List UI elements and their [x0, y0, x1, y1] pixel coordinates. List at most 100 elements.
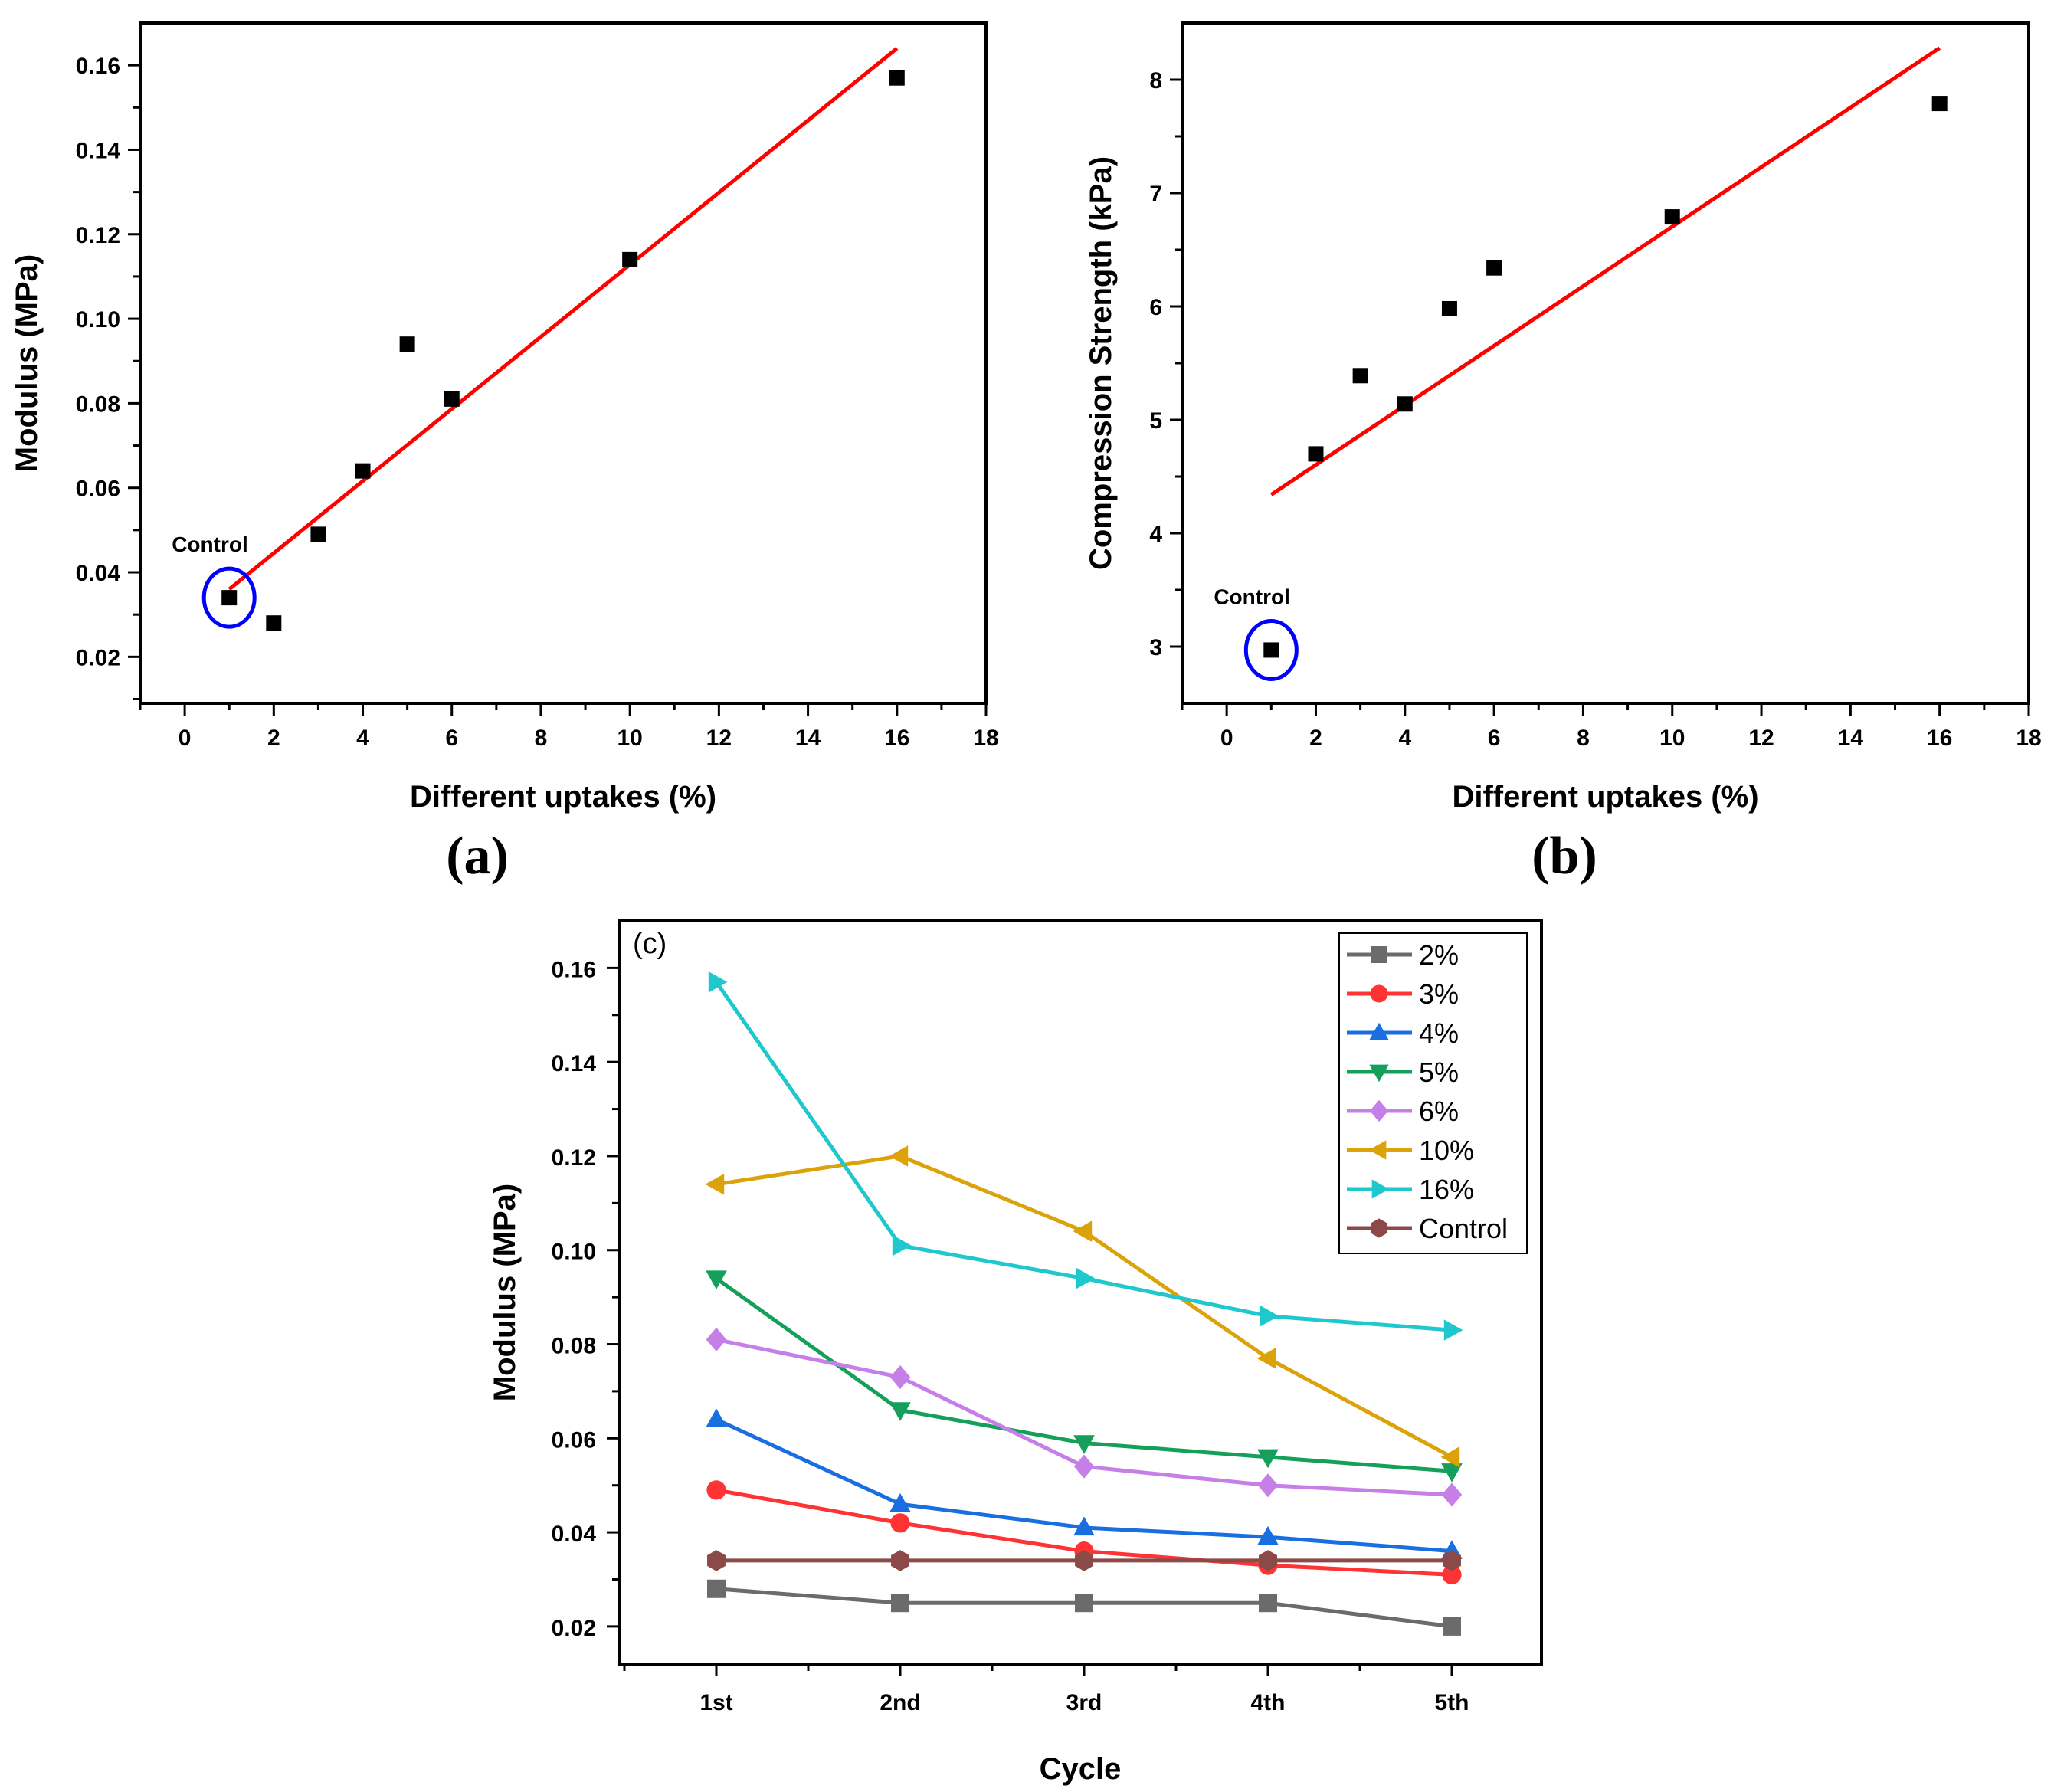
- data-marker: [889, 1402, 911, 1421]
- x-axis-title: Cycle: [1040, 1752, 1122, 1786]
- data-marker: [1073, 1516, 1095, 1536]
- data-point: [355, 463, 371, 479]
- data-marker: [1257, 1525, 1279, 1545]
- data-marker: [706, 1327, 727, 1351]
- x-tick-label: 5th: [1435, 1690, 1469, 1715]
- linear-fit-line: [1269, 46, 1941, 496]
- x-tick-label: 3rd: [1066, 1690, 1102, 1715]
- y-tick-label: 7: [1149, 182, 1162, 207]
- data-point: [1397, 396, 1413, 412]
- x-tick-label: 18: [973, 726, 998, 751]
- data-marker: [889, 1364, 911, 1390]
- y-tick-label: 0.08: [76, 391, 120, 417]
- y-tick-label: 0.12: [76, 223, 120, 248]
- plot-frame: [1181, 21, 2030, 705]
- data-marker: [708, 971, 728, 993]
- y-tick-label: 4: [1149, 522, 1162, 547]
- data-marker: [1076, 1267, 1096, 1289]
- data-point: [622, 251, 638, 267]
- data-marker: [1442, 1564, 1462, 1584]
- data-point: [1931, 96, 1948, 112]
- legend-marker: [1371, 1179, 1390, 1199]
- control-highlight-circle: [1243, 618, 1299, 681]
- data-marker: [891, 1550, 909, 1571]
- y-tick-label: 0.02: [76, 645, 120, 670]
- data-marker: [1256, 1348, 1276, 1369]
- data-marker: [1443, 1617, 1461, 1636]
- data-marker: [890, 1513, 910, 1533]
- data-marker: [1441, 1482, 1463, 1507]
- data-point: [266, 615, 282, 631]
- legend-marker: [1371, 1218, 1387, 1238]
- y-tick-label: 0.12: [552, 1145, 596, 1171]
- data-point: [1664, 209, 1680, 225]
- control-annotation-label: Control: [172, 532, 248, 556]
- data-point: [310, 526, 326, 542]
- y-tick-label: 0.16: [552, 957, 596, 982]
- data-marker: [707, 1550, 726, 1571]
- x-tick-label: 2: [1309, 726, 1322, 751]
- x-tick-label: 12: [706, 726, 732, 751]
- legend-label: 5%: [1419, 1057, 1459, 1088]
- data-marker: [705, 1173, 725, 1195]
- data-point: [221, 590, 238, 606]
- x-tick-label: 10: [617, 726, 642, 751]
- data-marker: [889, 1492, 911, 1512]
- x-tick-label: 10: [1659, 726, 1685, 751]
- panel-tag: (c): [633, 928, 667, 960]
- x-tick-label: 2nd: [880, 1690, 920, 1715]
- y-tick-label: 5: [1149, 408, 1162, 434]
- data-marker: [1073, 1454, 1095, 1479]
- data-point: [1308, 446, 1324, 462]
- legend-marker: [1369, 1022, 1389, 1040]
- data-marker: [1073, 1435, 1095, 1454]
- y-tick-label: 0.08: [552, 1334, 596, 1359]
- x-tick-label: 16: [1927, 726, 1952, 751]
- y-axis-title: Modulus (MPa): [10, 254, 44, 472]
- legend-label: 16%: [1419, 1174, 1474, 1205]
- x-tick-label: 16: [884, 726, 909, 751]
- plot-frame: [618, 919, 1543, 1666]
- y-axis-title: Modulus (MPa): [488, 1184, 522, 1401]
- data-marker: [1075, 1550, 1093, 1571]
- y-tick-label: 6: [1149, 295, 1162, 320]
- legend-marker: [1369, 1099, 1389, 1122]
- plot-frame: [139, 21, 988, 705]
- x-tick-label: 14: [795, 726, 821, 751]
- legend-label: 2%: [1419, 939, 1459, 971]
- x-tick-label: 8: [535, 726, 548, 751]
- data-point: [444, 391, 460, 407]
- y-tick-label: 0.02: [552, 1616, 596, 1641]
- data-marker: [1073, 1220, 1093, 1242]
- y-tick-label: 3: [1149, 635, 1162, 660]
- y-tick-label: 0.10: [76, 307, 120, 333]
- data-marker: [1443, 1550, 1461, 1571]
- y-tick-label: 0.04: [552, 1522, 597, 1547]
- x-tick-label: 6: [445, 726, 458, 751]
- legend-box: [1338, 932, 1528, 1254]
- data-marker: [1259, 1594, 1277, 1613]
- data-marker: [1259, 1550, 1277, 1571]
- panel-a-chart: 0 2 4 6 8 10 12 14 16 18 0.02 0.04 0.06 0.08 0.10 0.12 0…: [10, 21, 999, 886]
- data-marker: [1440, 1446, 1460, 1468]
- data-marker: [892, 1234, 912, 1256]
- x-tick-label: 18: [2016, 726, 2041, 751]
- data-point: [1441, 300, 1457, 316]
- panel-label: (b): [1531, 827, 1597, 886]
- data-marker: [707, 1579, 726, 1598]
- data-marker: [891, 1594, 909, 1613]
- legend-marker: [1371, 946, 1387, 963]
- y-tick-label: 0.16: [76, 54, 120, 79]
- data-marker: [706, 1270, 727, 1289]
- legend-label: 6%: [1419, 1096, 1459, 1127]
- legend-label: 3%: [1419, 978, 1459, 1010]
- x-tick-label: 8: [1577, 726, 1590, 751]
- data-marker: [706, 1480, 726, 1500]
- y-tick-label: 8: [1149, 68, 1162, 93]
- x-tick-label: 2: [267, 726, 280, 751]
- legend-marker: [1369, 1064, 1389, 1083]
- data-marker: [1443, 1319, 1463, 1341]
- legend-label: 10%: [1419, 1135, 1474, 1166]
- y-tick-label: 0.04: [76, 561, 121, 586]
